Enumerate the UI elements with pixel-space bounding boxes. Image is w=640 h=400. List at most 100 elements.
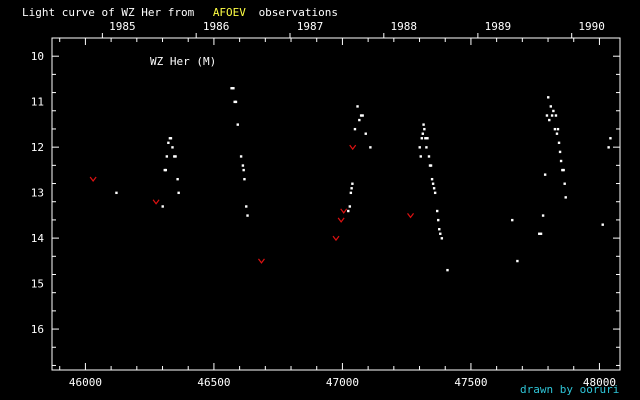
observation-point (549, 105, 553, 108)
observation-point (426, 137, 429, 140)
observation-point (563, 182, 566, 185)
year-tick-label: 1990 (578, 20, 605, 33)
fainter-than-point (89, 176, 97, 182)
observation-point (115, 191, 118, 195)
x-tick-label: 46000 (69, 376, 102, 389)
observation-point (424, 137, 427, 140)
observation-point (349, 191, 353, 195)
data-points (89, 87, 612, 272)
observation-point (353, 127, 357, 131)
observation-point (356, 105, 359, 108)
x-tick-label: 48000 (583, 376, 616, 389)
fainter-than-point (332, 235, 340, 242)
observation-point (437, 218, 440, 222)
y-tick-label: 15 (31, 278, 44, 291)
observation-point (607, 146, 610, 149)
x-tick-label: 46500 (197, 376, 230, 389)
y-axis: 10 11 12 13 14 15 16 (31, 50, 620, 366)
observation-point (422, 123, 425, 126)
series-legend-label: WZ Her (M) (150, 55, 216, 68)
observation-point (564, 196, 567, 199)
y-tick-label: 14 (31, 232, 45, 245)
title-suffix: observations (259, 6, 338, 19)
observation-point (246, 214, 249, 217)
observation-point (433, 191, 437, 195)
fainter-than-point (152, 199, 160, 205)
observation-point (516, 259, 519, 263)
observation-point (438, 228, 441, 231)
observation-point (358, 118, 361, 122)
observation-point (431, 182, 435, 185)
observation-point (427, 155, 431, 158)
observation-point (420, 137, 423, 140)
observation-point (432, 187, 436, 190)
observation-point (233, 100, 236, 104)
x-axis: 46000 46500 47000 47500 48000 (59, 38, 616, 389)
observation-point (429, 164, 433, 167)
observation-point (173, 155, 176, 158)
y-tick-label: 10 (31, 50, 44, 63)
credit-text: drawn by ooruri (520, 383, 619, 396)
observation-point (421, 132, 425, 135)
observation-point (369, 146, 372, 149)
observation-point (239, 155, 243, 158)
observation-point (550, 114, 554, 117)
observation-point (539, 232, 543, 235)
observation-point (555, 132, 559, 135)
observation-point (245, 205, 248, 208)
observation-point (361, 114, 364, 117)
plot-frame (51, 37, 621, 371)
observation-point (348, 205, 352, 208)
year-axis: 1985 1986 1987 1988 1989 1990 (101, 20, 605, 38)
observation-point (552, 109, 555, 113)
y-tick-label: 12 (31, 141, 44, 154)
observation-point (541, 214, 545, 217)
fainter-than-point (349, 144, 357, 151)
observation-point (562, 168, 565, 172)
observation-point (177, 191, 180, 195)
observation-point (243, 177, 246, 181)
observation-point (232, 87, 235, 90)
observation-point (543, 173, 547, 176)
x-tick-label: 47000 (326, 376, 359, 389)
observation-point (561, 168, 564, 172)
observation-point (547, 96, 550, 99)
observation-point (241, 164, 245, 167)
y-tick-label: 13 (31, 187, 44, 200)
fainter-than-point (337, 217, 345, 223)
observation-point (165, 155, 169, 158)
observation-point (242, 168, 245, 172)
observation-point (556, 127, 560, 131)
year-tick-label: 1988 (391, 20, 418, 33)
observation-point (164, 168, 167, 172)
y-tick-label: 11 (31, 96, 44, 109)
x-tick-label: 47500 (454, 376, 487, 389)
y-tick-label: 16 (31, 323, 44, 336)
observation-point (419, 155, 422, 158)
observation-point (364, 132, 367, 135)
observation-point (174, 155, 177, 158)
observation-point (425, 146, 428, 149)
observation-point (436, 209, 439, 213)
observation-point (169, 137, 173, 140)
year-tick-label: 1985 (109, 20, 136, 33)
observation-point (167, 141, 170, 145)
year-tick-label: 1987 (297, 20, 324, 33)
year-tick-label: 1986 (203, 20, 230, 33)
observation-point (559, 159, 563, 163)
observation-point (511, 218, 514, 222)
observation-point (176, 177, 179, 181)
year-tick-label: 1989 (485, 20, 512, 33)
observation-point (351, 182, 354, 185)
observation-point (609, 137, 612, 140)
observation-point (423, 127, 426, 131)
observation-point (440, 237, 444, 240)
observation-point (359, 114, 363, 117)
observation-point (554, 114, 558, 117)
observation-point (236, 123, 239, 126)
chart-title: Light curve of WZ Her from AFOEV observa… (22, 6, 338, 19)
observation-point (350, 187, 353, 190)
observation-point (347, 209, 350, 213)
observation-point (557, 141, 561, 145)
